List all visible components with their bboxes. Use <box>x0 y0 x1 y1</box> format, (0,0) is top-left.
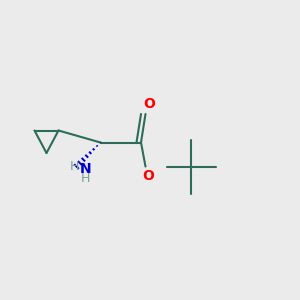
Text: H: H <box>81 172 91 185</box>
Text: N: N <box>80 162 91 176</box>
Text: H: H <box>69 160 79 173</box>
Text: O: O <box>142 169 154 183</box>
Text: O: O <box>143 97 155 110</box>
